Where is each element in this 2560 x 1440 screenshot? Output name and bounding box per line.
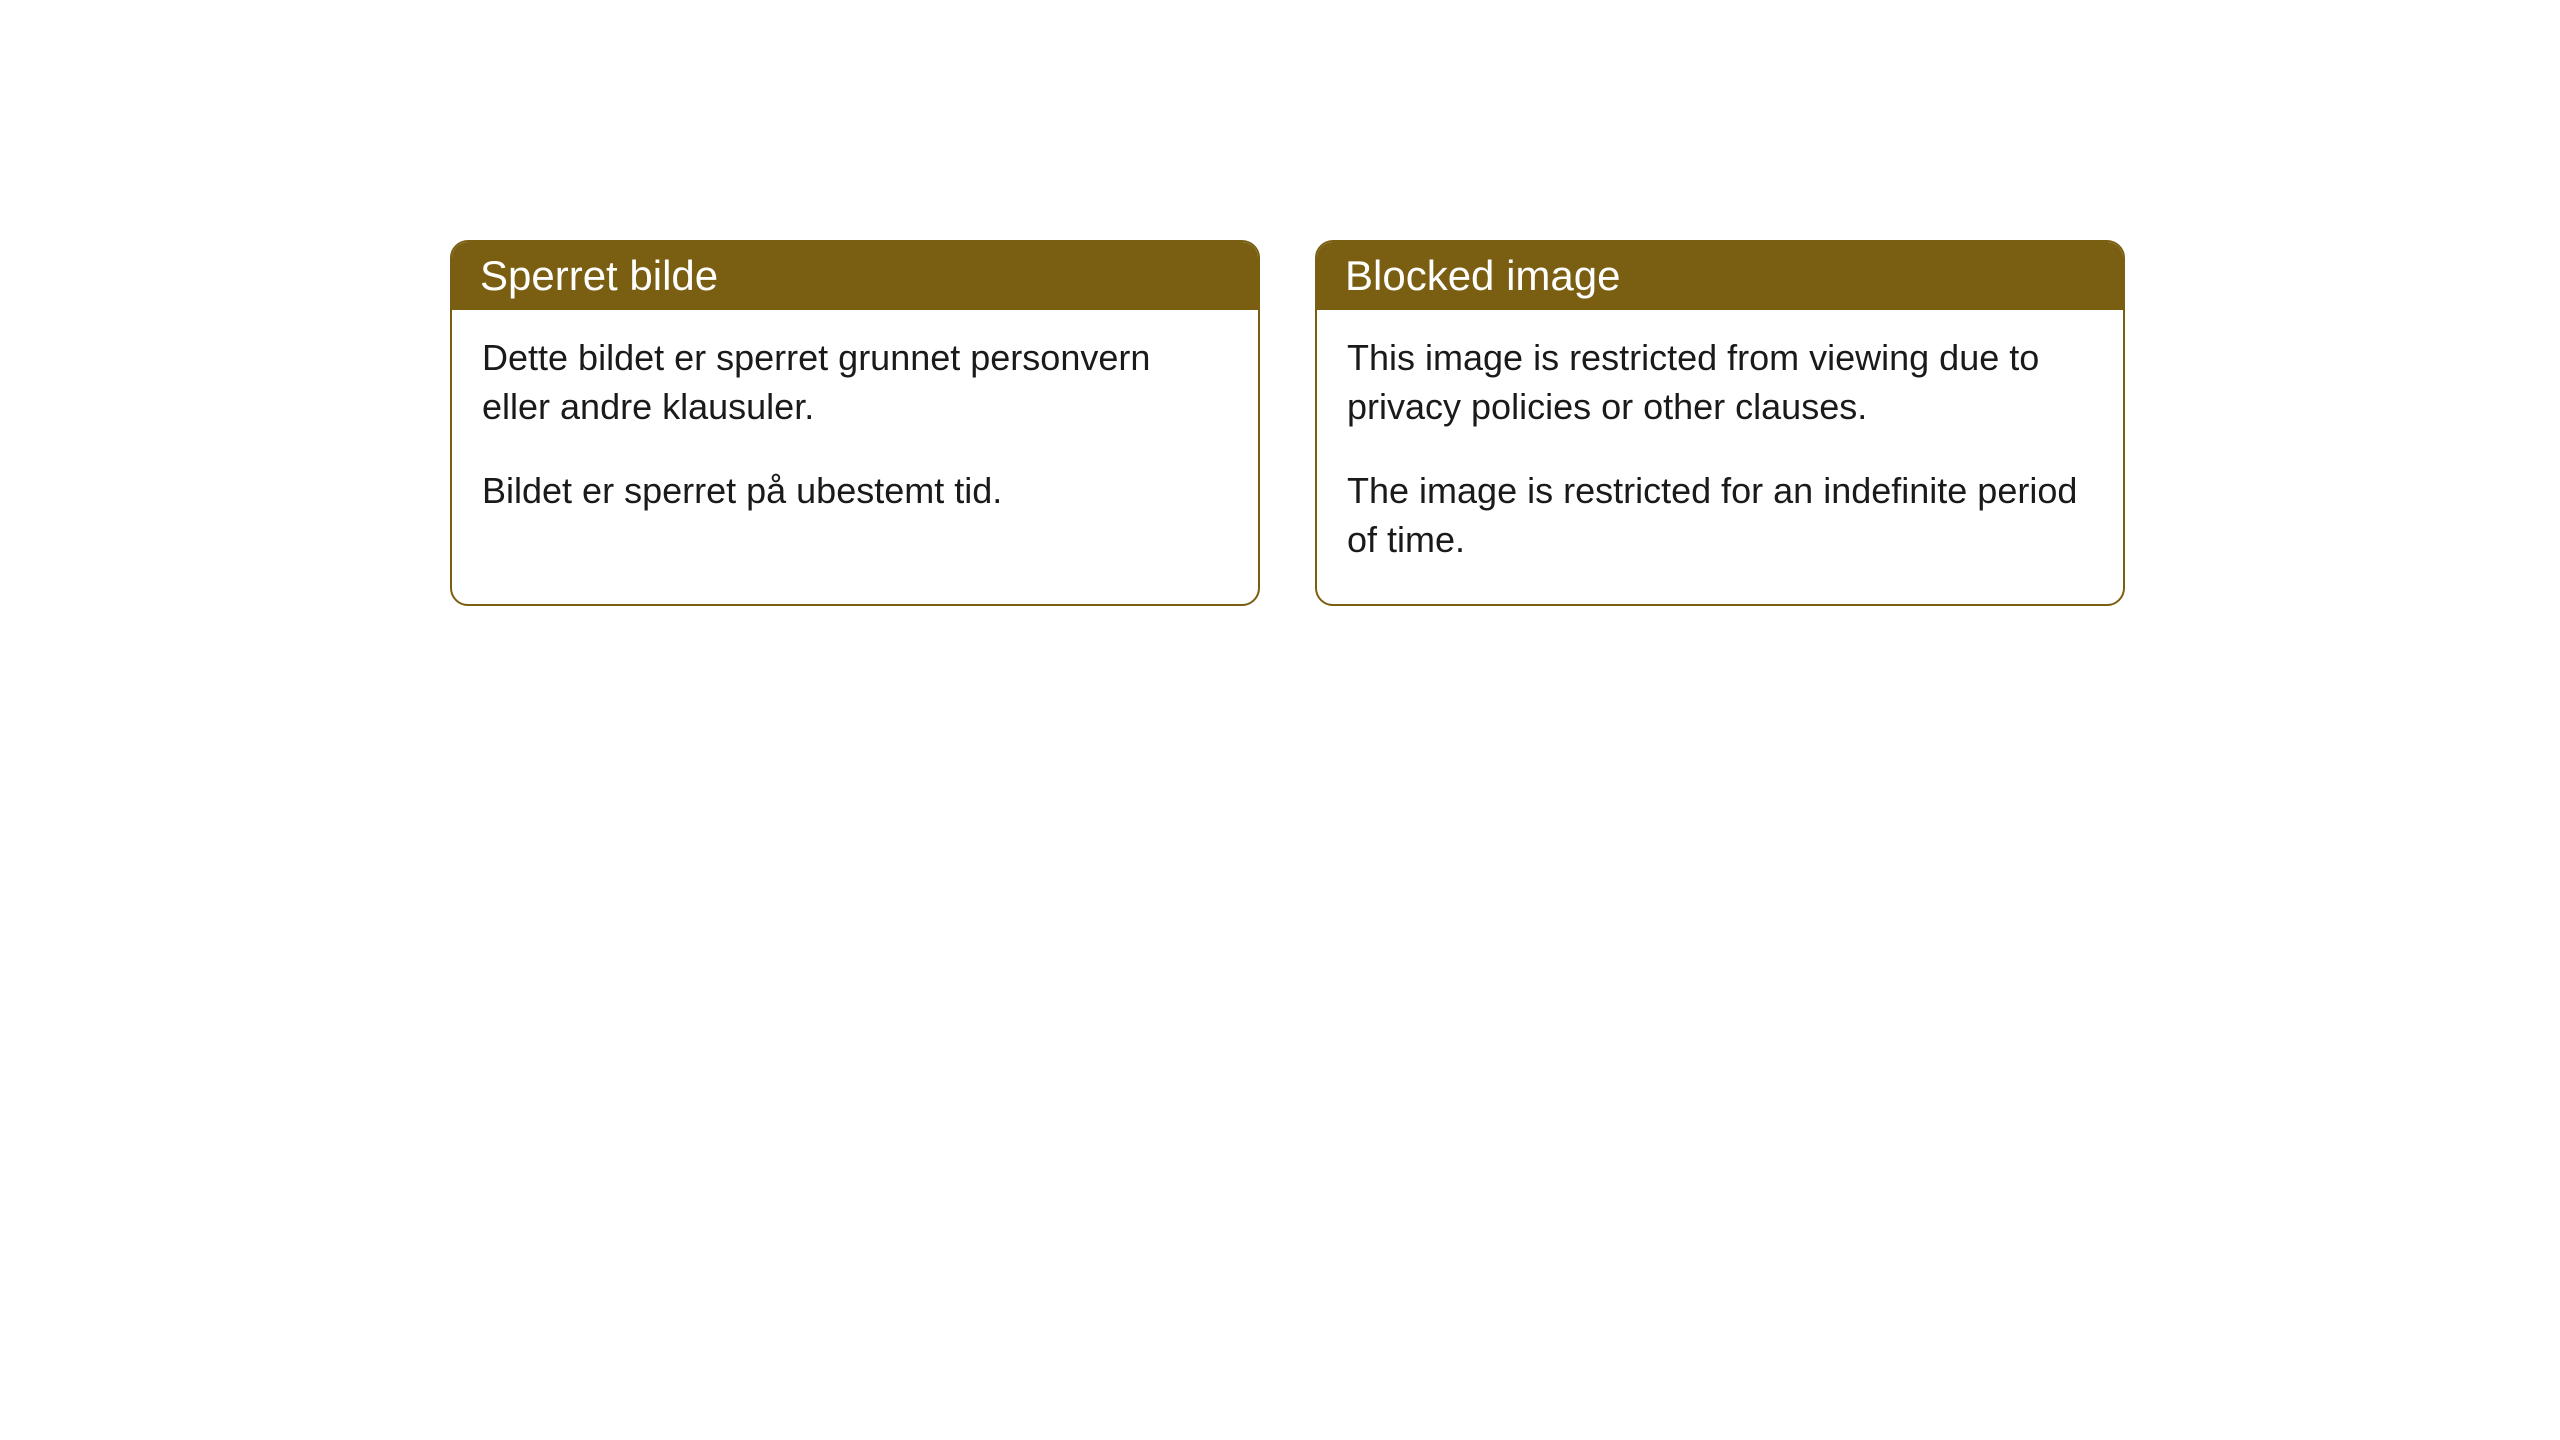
notice-paragraph: This image is restricted from viewing du…	[1347, 334, 2093, 431]
notice-body-english: This image is restricted from viewing du…	[1317, 310, 2123, 604]
notice-paragraph: Dette bildet er sperret grunnet personve…	[482, 334, 1228, 431]
notice-paragraph: Bildet er sperret på ubestemt tid.	[482, 467, 1228, 516]
notice-card-english: Blocked image This image is restricted f…	[1315, 240, 2125, 606]
notice-body-norwegian: Dette bildet er sperret grunnet personve…	[452, 310, 1258, 556]
notice-header-english: Blocked image	[1317, 242, 2123, 310]
notice-card-norwegian: Sperret bilde Dette bildet er sperret gr…	[450, 240, 1260, 606]
notice-container: Sperret bilde Dette bildet er sperret gr…	[0, 0, 2560, 606]
notice-header-norwegian: Sperret bilde	[452, 242, 1258, 310]
notice-paragraph: The image is restricted for an indefinit…	[1347, 467, 2093, 564]
